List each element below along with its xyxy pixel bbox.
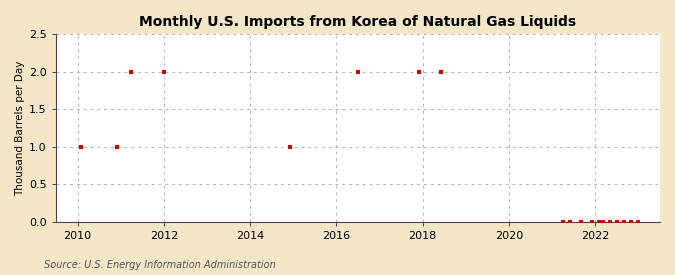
Point [593,219,604,224]
Point [558,219,568,224]
Text: Source: U.S. Energy Information Administration: Source: U.S. Energy Information Administ… [44,260,275,270]
Point [619,219,630,224]
Y-axis label: Thousand Barrels per Day: Thousand Barrels per Day [15,60,25,196]
Point [284,145,295,149]
Point [587,219,597,224]
Point [414,70,425,74]
Point [604,219,615,224]
Point [126,70,137,74]
Point [565,219,576,224]
Point [159,70,169,74]
Point [612,219,622,224]
Point [633,219,644,224]
Point [435,70,446,74]
Point [76,145,86,149]
Point [626,219,637,224]
Title: Monthly U.S. Imports from Korea of Natural Gas Liquids: Monthly U.S. Imports from Korea of Natur… [140,15,576,29]
Point [576,219,587,224]
Point [352,70,363,74]
Point [597,219,608,224]
Point [112,145,123,149]
